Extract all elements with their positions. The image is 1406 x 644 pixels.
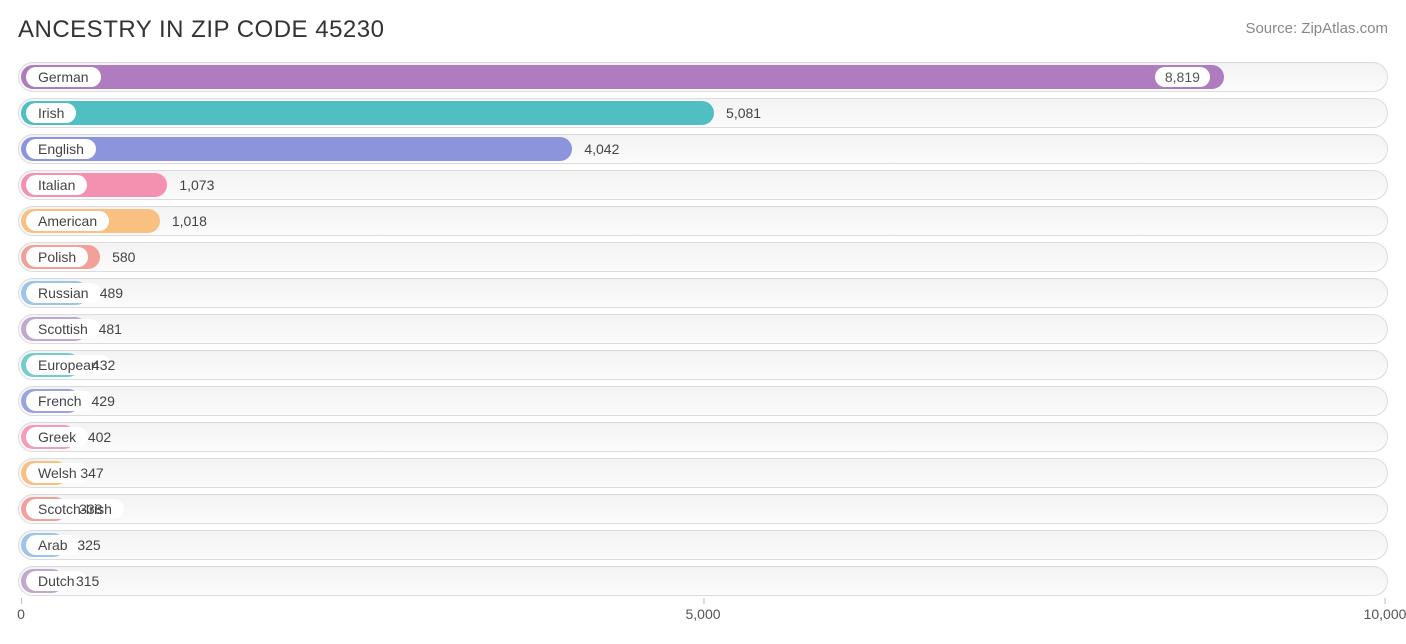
bar-label: Scottish xyxy=(26,319,100,339)
bar-track xyxy=(18,314,1388,344)
bar-row: Russian489 xyxy=(18,278,1388,308)
bar-value: 402 xyxy=(88,422,111,452)
bar-track xyxy=(18,458,1388,488)
bar-row: Arab325 xyxy=(18,530,1388,560)
bar-value: 5,081 xyxy=(726,98,761,128)
bar-value: 580 xyxy=(112,242,135,272)
bar-row: Irish 5,081 xyxy=(18,98,1388,128)
bar-value: 325 xyxy=(77,530,100,560)
chart-source: Source: ZipAtlas.com xyxy=(1245,16,1388,37)
axis-tick: 10,000 xyxy=(1364,602,1406,622)
bar-row: Scottish481 xyxy=(18,314,1388,344)
bar-row: Scotch-Irish338 xyxy=(18,494,1388,524)
bar-label: Polish xyxy=(26,247,88,267)
bar-label: Greek xyxy=(26,427,88,447)
bar-value: 1,073 xyxy=(179,170,214,200)
axis-tick: 5,000 xyxy=(685,602,720,622)
bar-label: Irish xyxy=(26,103,76,123)
bar-value: 432 xyxy=(92,350,115,380)
bar-value: 347 xyxy=(80,458,103,488)
axis-tick-label: 0 xyxy=(17,606,25,622)
bar-track xyxy=(18,386,1388,416)
bar-row: French429 xyxy=(18,386,1388,416)
bar-row: Italian 1,073 xyxy=(18,170,1388,200)
axis-tick-line xyxy=(1385,598,1386,604)
bar-label: German xyxy=(26,67,101,87)
bar-track xyxy=(18,494,1388,524)
bar-row: Dutch315 xyxy=(18,566,1388,596)
bar-value: 338 xyxy=(79,494,102,524)
bar-fill xyxy=(21,137,572,161)
bar-track xyxy=(18,530,1388,560)
bar-row: European432 xyxy=(18,350,1388,380)
bar-row: Welsh347 xyxy=(18,458,1388,488)
axis-tick-line xyxy=(703,598,704,604)
bar-track xyxy=(18,170,1388,200)
bar-value: 481 xyxy=(99,314,122,344)
bar-label: English xyxy=(26,139,96,159)
bar-track xyxy=(18,566,1388,596)
bar-label: Italian xyxy=(26,175,87,195)
bar-track xyxy=(18,350,1388,380)
header-row: ANCESTRY IN ZIP CODE 45230 Source: ZipAt… xyxy=(18,16,1388,44)
bar-row: English 4,042 xyxy=(18,134,1388,164)
chart-area: German 8,819 Irish 5,081 English 4,042 Italian… xyxy=(18,62,1388,596)
axis-tick: 0 xyxy=(17,602,25,622)
bar-value: 1,018 xyxy=(172,206,207,236)
bar-row: German 8,819 xyxy=(18,62,1388,92)
bar-value: 8,819 xyxy=(1155,62,1210,92)
bar-row: Greek402 xyxy=(18,422,1388,452)
bar-row: American 1,018 xyxy=(18,206,1388,236)
bar-row: Polish 580 xyxy=(18,242,1388,272)
bar-label: Russian xyxy=(26,283,101,303)
axis-tick-line xyxy=(21,598,22,604)
bar-value: 489 xyxy=(100,278,123,308)
bar-label: Arab xyxy=(26,535,80,555)
bar-track xyxy=(18,206,1388,236)
axis-tick-label: 10,000 xyxy=(1364,606,1406,622)
bar-label: Scotch-Irish xyxy=(26,499,124,519)
bar-label: French xyxy=(26,391,94,411)
chart-container: ANCESTRY IN ZIP CODE 45230 Source: ZipAt… xyxy=(0,0,1406,640)
bar-fill xyxy=(21,65,1224,89)
bar-label: American xyxy=(26,211,109,231)
chart-title: ANCESTRY IN ZIP CODE 45230 xyxy=(18,16,384,44)
bar-value: 429 xyxy=(92,386,115,416)
bar-fill xyxy=(21,101,714,125)
bar-value: 4,042 xyxy=(584,134,619,164)
x-axis: 05,00010,000 xyxy=(18,602,1388,630)
bar-track xyxy=(18,242,1388,272)
bar-label: Welsh xyxy=(26,463,89,483)
bar-value: 315 xyxy=(76,566,99,596)
bar-track xyxy=(18,278,1388,308)
axis-tick-label: 5,000 xyxy=(685,606,720,622)
bar-track xyxy=(18,422,1388,452)
